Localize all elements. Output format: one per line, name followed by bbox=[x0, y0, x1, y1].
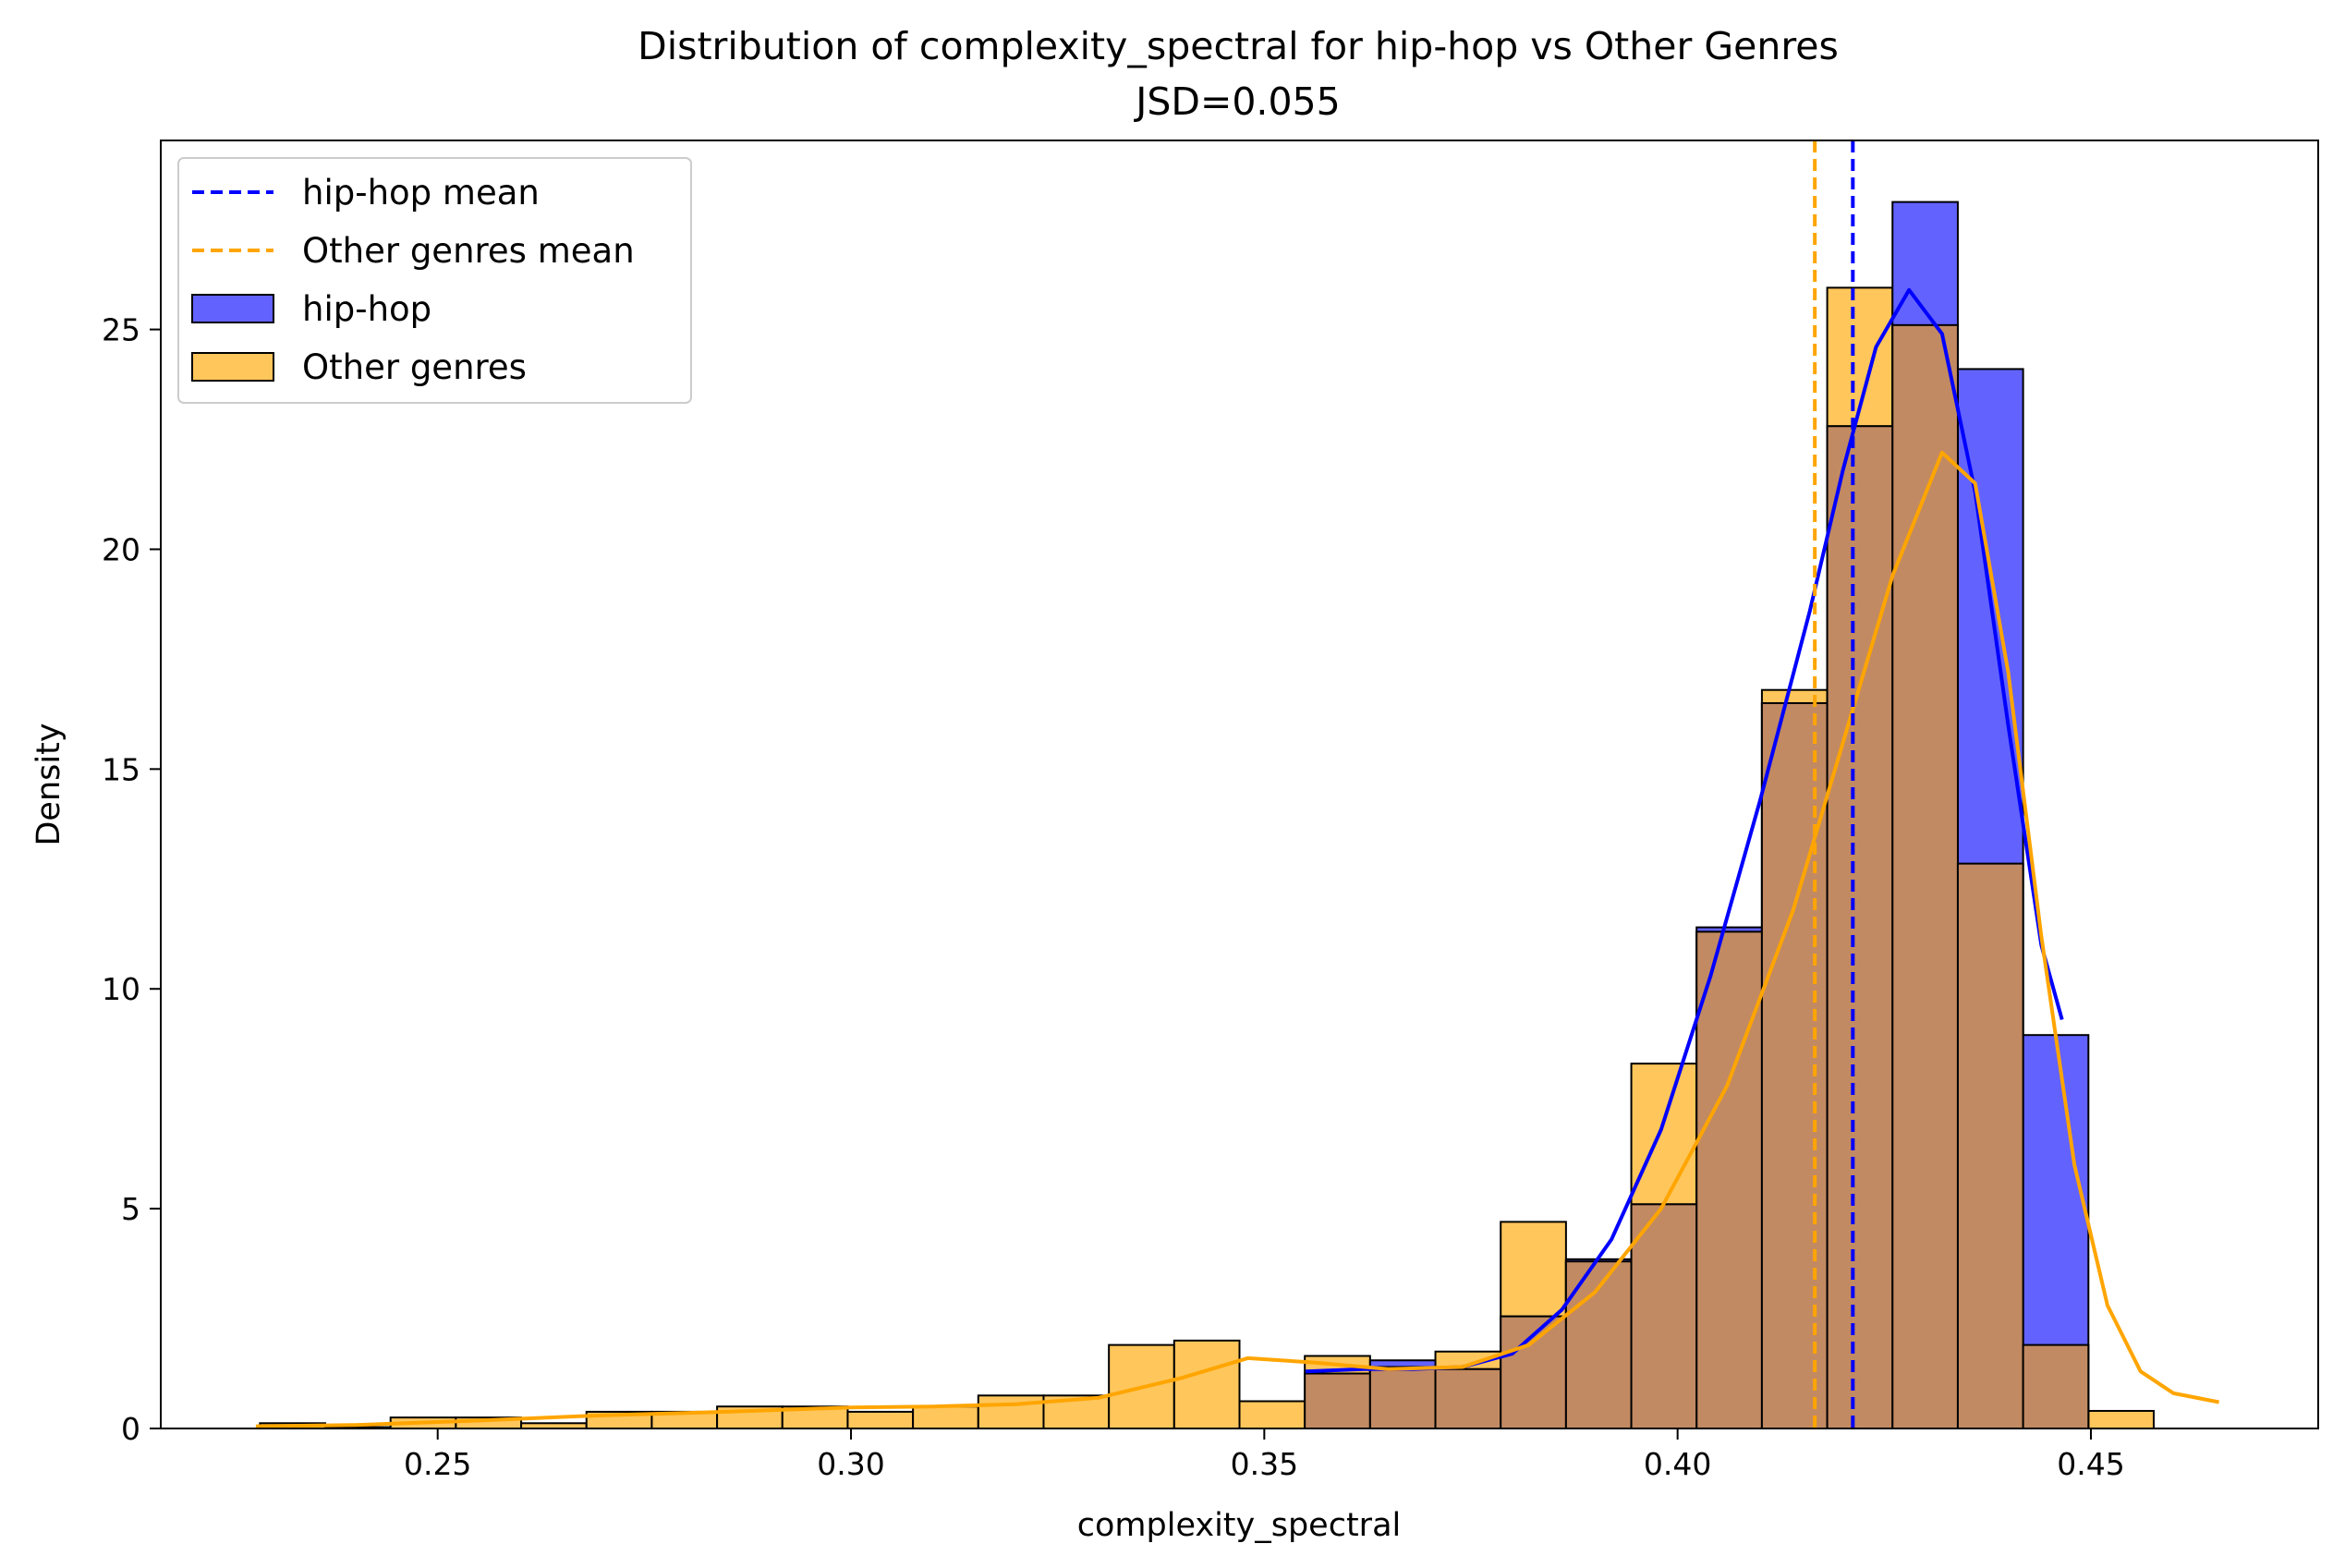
legend-hip-hop-mean-label: hip-hop mean bbox=[302, 173, 540, 213]
x-tick-label: 0.25 bbox=[404, 1446, 471, 1482]
x-tick-label: 0.30 bbox=[817, 1446, 884, 1482]
chart-subtitle: JSD=0.055 bbox=[1133, 79, 1340, 124]
bar-other-genres bbox=[2087, 1409, 2155, 1429]
bar-overlap bbox=[1760, 701, 1829, 1429]
legend-hip-hop-swatch bbox=[191, 294, 274, 323]
legend-other-mean-label: Other genres mean bbox=[302, 231, 635, 271]
bar-other-genres bbox=[1238, 1400, 1306, 1430]
y-tick-label: 0 bbox=[121, 1411, 140, 1447]
y-tick-label: 5 bbox=[121, 1191, 140, 1227]
bar-overlap bbox=[1304, 1372, 1371, 1430]
y-tick-label: 20 bbox=[102, 531, 140, 567]
chart-title: Distribution of complexity_spectral for … bbox=[638, 24, 1839, 68]
kde-other-genres bbox=[255, 450, 2219, 1428]
overlap-bars bbox=[1304, 323, 2090, 1430]
bar-other-genres bbox=[977, 1394, 1045, 1429]
legend-frame bbox=[177, 157, 692, 404]
bar-overlap bbox=[1368, 1366, 1437, 1429]
bar-overlap bbox=[1956, 862, 2024, 1429]
y-tick-label: 15 bbox=[102, 751, 140, 787]
bar-overlap bbox=[1630, 1203, 1698, 1430]
bar-overlap bbox=[2022, 1343, 2090, 1430]
bar-other-genres bbox=[1173, 1339, 1241, 1430]
x-tick-label: 0.35 bbox=[1231, 1446, 1298, 1482]
y-tick-label: 25 bbox=[102, 312, 140, 348]
legend-other-swatch bbox=[191, 352, 274, 382]
bar-other-genres bbox=[912, 1405, 979, 1429]
bar-other-genres bbox=[846, 1410, 915, 1429]
y-axis-label: Density bbox=[30, 723, 67, 845]
y-axis-ticks: 0 5 10 15 20 25 bbox=[102, 312, 161, 1447]
bar-overlap bbox=[1695, 930, 1763, 1429]
kde-lines bbox=[255, 287, 2219, 1428]
x-axis-label: complexity_spectral bbox=[1077, 1507, 1402, 1544]
plot-area bbox=[255, 140, 2219, 1430]
plot-frame bbox=[160, 140, 2319, 1429]
bar-overlap bbox=[1434, 1367, 1502, 1430]
x-tick-label: 0.45 bbox=[2057, 1446, 2124, 1482]
y-tick-label: 10 bbox=[102, 971, 140, 1007]
bar-overlap bbox=[1826, 425, 1894, 1429]
legend-other-label: Other genres bbox=[302, 347, 527, 387]
mean-lines bbox=[1813, 140, 1855, 1428]
legend: hip-hop mean Other genres mean hip-hop O… bbox=[177, 157, 692, 404]
legend-hip-hop-label: hip-hop bbox=[302, 289, 431, 329]
x-tick-label: 0.40 bbox=[1644, 1446, 1711, 1482]
x-axis-ticks: 0.25 0.30 0.35 0.40 0.45 bbox=[404, 1428, 2125, 1482]
